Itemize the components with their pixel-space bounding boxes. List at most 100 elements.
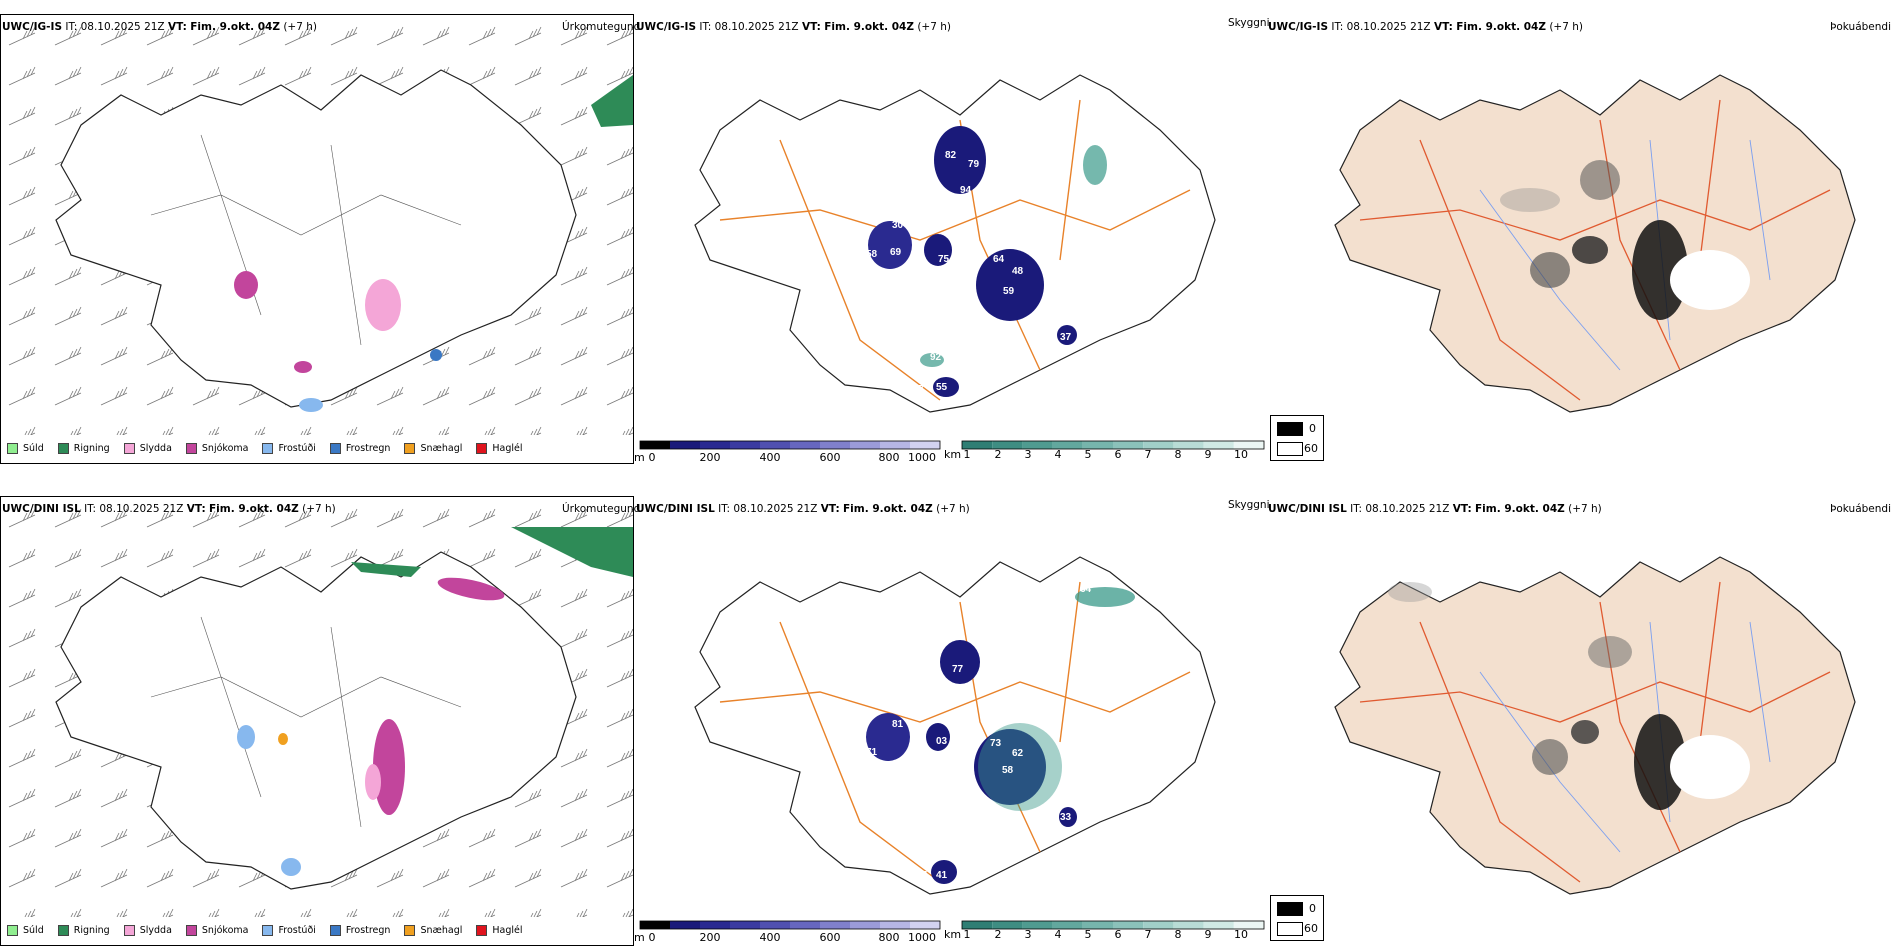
visibility-column-title: Skyggni (1228, 499, 1270, 511)
vt-value: Fim. 9.okt. 04Z (209, 503, 299, 515)
panel-title: UWC/DINI ISL IT: 08.10.2025 21Z VT: Fim.… (1268, 503, 1602, 515)
iceland-map-precip-bottom (1, 507, 633, 917)
visibility-tick: 5 (1084, 448, 1092, 461)
ceiling-tick: 200 (699, 931, 721, 944)
legend-swatch (262, 443, 274, 454)
iceland-map-fog-bottom (1334, 556, 1856, 895)
legend-label: Súld (23, 443, 44, 454)
legend-label: Slydda (139, 443, 172, 454)
legend-label: Slydda (139, 925, 172, 936)
legend-item: Slydda (123, 925, 172, 936)
vt-label: VT: (186, 503, 206, 515)
map-value-label: 55 (936, 382, 948, 393)
iceland-map-visibility-top: 82 79 94 30 58 69 70 38 75 64 48 59 37 9… (694, 74, 1216, 413)
precip-legend-bottom: Súld Rigning Slydda Snjókoma Frostúði Fr… (7, 925, 537, 936)
legend-swatch (123, 443, 135, 454)
visibility-tick: 1 (963, 448, 971, 461)
visibility-tick: 9 (1204, 448, 1212, 461)
vt-label: VT: (1452, 503, 1472, 515)
it-label: IT: (84, 503, 97, 515)
map-value-label: 33 (1060, 812, 1072, 823)
vt-label: VT: (820, 503, 840, 515)
ceiling-colorbar-bottom (639, 920, 941, 930)
ceiling-tick: 0 (648, 931, 656, 944)
legend-label: Frostúði (278, 925, 316, 936)
visibility-tick: 6 (1114, 928, 1122, 941)
map-value-label: 82 (945, 150, 957, 161)
legend-swatch (404, 925, 416, 936)
model-name: UWC/IG-IS (2, 21, 63, 33)
legend-item: Súld (7, 443, 44, 454)
ceiling-unit: m (634, 451, 645, 464)
fog-tick: 60 (1304, 922, 1318, 935)
legend-item: Frostregn (329, 925, 391, 936)
lead-time: (+7 h) (936, 503, 970, 515)
it-value: 08.10.2025 21Z (80, 21, 165, 33)
vt-value: Fim. 9.okt. 04Z (1456, 21, 1546, 33)
legend-label: Snæhagl (420, 925, 463, 936)
map-value-label: 38 (920, 267, 932, 278)
map-value-label: 64 (1080, 584, 1092, 595)
legend-item: Frostúði (262, 443, 316, 454)
visibility-tick: 9 (1204, 928, 1212, 941)
lead-time: (+7 h) (1568, 503, 1602, 515)
legend-item: Slydda (123, 443, 172, 454)
legend-swatch (185, 925, 197, 936)
map-value-label: 87 (916, 870, 928, 881)
map-value-label: 58 (866, 249, 878, 260)
vt-label: VT: (167, 21, 187, 33)
ceiling-tick: 800 (878, 451, 900, 464)
vt-label: VT: (1433, 21, 1453, 33)
fog-swatch-dark (1277, 422, 1303, 436)
legend-swatch (57, 925, 69, 936)
visibility-tick: 8 (1174, 928, 1182, 941)
model-name: UWC/IG-IS (1268, 21, 1329, 33)
legend-item: Snjókoma (185, 443, 248, 454)
vt-value: Fim. 9.okt. 04Z (190, 21, 280, 33)
legend-item: Rigning (57, 925, 110, 936)
map-value-label: 62 (1012, 748, 1024, 759)
vt-value: Fim. 9.okt. 04Z (1475, 503, 1565, 515)
legend-item: Snæhagl (404, 925, 462, 936)
legend-item: Rigning (57, 443, 110, 454)
iceland-map-visibility-bottom: 77 76 81 71 03 73 62 58 49 64 41 40 87 3… (694, 556, 1216, 895)
legend-label: Frostregn (345, 925, 391, 936)
vt-value: Fim. 9.okt. 04Z (824, 21, 914, 33)
legend-swatch (329, 443, 341, 454)
legend-item: Súld (7, 925, 44, 936)
map-value-label: 49 (1048, 694, 1060, 705)
visibility-tick: 6 (1114, 448, 1122, 461)
fog-swatch-light (1277, 442, 1303, 456)
visibility-tick: 10 (1234, 448, 1248, 461)
map-value-label: 41 (936, 870, 948, 881)
lead-time: (+7 h) (283, 21, 317, 33)
ceiling-tick: 600 (819, 451, 841, 464)
map-value-label: 58 (1002, 765, 1014, 776)
legend-swatch (57, 443, 69, 454)
map-value-label: 76 (990, 659, 1002, 670)
lead-time: (+7 h) (917, 21, 951, 33)
legend-swatch (476, 443, 488, 454)
it-value: 08.10.2025 21Z (1346, 21, 1431, 33)
panel-title: UWC/IG-IS IT: 08.10.2025 21Z VT: Fim. 9.… (636, 21, 951, 33)
ceiling-tick: 800 (878, 931, 900, 944)
lead-time: (+7 h) (1549, 21, 1583, 33)
it-value: 08.10.2025 21Z (733, 503, 818, 515)
map-value-label: 70 (868, 264, 880, 275)
ceiling-tick: 1000 (908, 931, 936, 944)
visibility-tick: 3 (1024, 448, 1032, 461)
model-name: UWC/DINI ISL (1268, 503, 1347, 515)
map-value-label: 69 (890, 247, 902, 258)
it-value: 08.10.2025 21Z (99, 503, 184, 515)
iceland-map-fog-top (1334, 74, 1856, 413)
visibility-column-title: Skyggni (1228, 17, 1270, 29)
ceiling-colorbar-top (639, 440, 941, 450)
map-value-label: 71 (866, 747, 878, 758)
legend-label: Frostregn (345, 443, 391, 454)
fog-legend-bottom: 0 60 (1270, 895, 1324, 941)
legend-item: Frostúði (262, 925, 316, 936)
map-value-label: 94 (960, 185, 972, 196)
it-label: IT: (699, 21, 712, 33)
fog-column-title: Þokuábendi (1830, 21, 1891, 33)
legend-item: Frostregn (329, 443, 391, 454)
